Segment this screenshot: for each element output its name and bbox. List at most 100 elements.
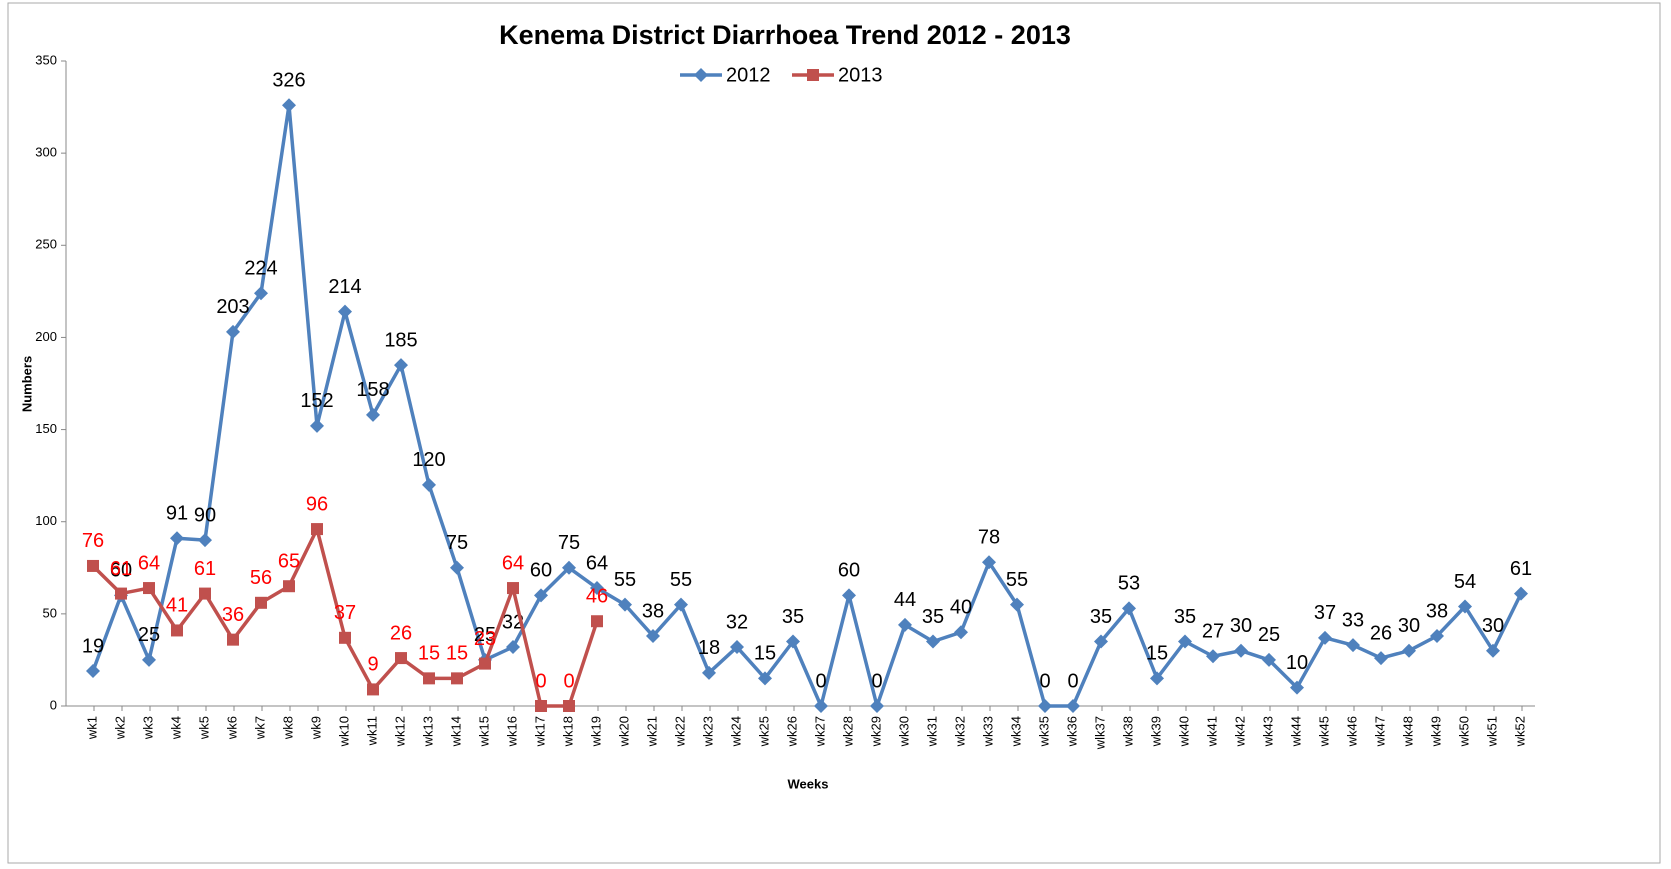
- data-label: 60: [838, 560, 860, 582]
- x-tick-label: wk7: [252, 716, 267, 740]
- marker: [86, 663, 100, 678]
- data-label: 64: [502, 552, 524, 574]
- data-label: 38: [642, 600, 664, 622]
- marker: [1122, 601, 1136, 616]
- data-label: 25: [1258, 624, 1280, 646]
- x-tick-label: wk42: [1232, 716, 1247, 747]
- series-line: [91, 103, 1523, 708]
- marker: [1150, 671, 1164, 686]
- data-label: 33: [1342, 609, 1364, 631]
- marker: [1234, 643, 1248, 658]
- marker: [451, 672, 463, 685]
- x-tick-label: wk36: [1064, 716, 1079, 747]
- x-tick-label: wk8: [280, 716, 295, 740]
- marker: [1178, 634, 1192, 649]
- marker: [1010, 597, 1024, 612]
- data-label: 23: [474, 628, 496, 650]
- marker: [450, 560, 464, 575]
- data-label: 91: [166, 503, 188, 525]
- x-tick-label: wk14: [448, 716, 463, 747]
- marker: [674, 597, 688, 612]
- marker: [898, 617, 912, 632]
- marker: [1402, 643, 1416, 658]
- marker: [1318, 630, 1332, 645]
- y-tick-label: 300: [35, 145, 57, 160]
- x-tick-label: wk10: [336, 716, 351, 747]
- data-label: 152: [300, 390, 333, 412]
- data-label: 35: [782, 606, 804, 628]
- y-tick-label: 350: [35, 52, 57, 67]
- x-tick-label: wk2: [112, 716, 127, 740]
- marker: [842, 588, 856, 603]
- data-label: 55: [1006, 569, 1028, 591]
- marker: [1262, 652, 1276, 667]
- x-tick-label: wk33: [980, 716, 995, 747]
- marker: [394, 358, 408, 373]
- x-tick-label: wk24: [728, 716, 743, 747]
- y-axis-label: Numbers: [19, 356, 34, 412]
- x-tick-label: wk21: [644, 716, 659, 747]
- data-label: 30: [1482, 615, 1504, 637]
- y-tick-label: 200: [35, 329, 57, 344]
- legend-label: 2012: [726, 64, 771, 86]
- marker: [367, 683, 379, 696]
- x-tick-label: wk28: [840, 716, 855, 747]
- data-label: 35: [1174, 606, 1196, 628]
- data-label: 224: [244, 257, 277, 279]
- x-tick-label: wk4: [168, 716, 183, 740]
- data-label: 203: [216, 296, 249, 318]
- x-tick-label: wk38: [1120, 716, 1135, 747]
- data-label: 55: [670, 569, 692, 591]
- y-tick-label: 0: [50, 697, 57, 712]
- marker: [226, 324, 240, 339]
- x-tick-label: wk35: [1036, 716, 1051, 747]
- data-label: 30: [1398, 615, 1420, 637]
- data-label: 64: [586, 552, 608, 574]
- marker: [814, 699, 828, 713]
- data-label: 326: [272, 70, 305, 92]
- data-label: 44: [894, 589, 916, 611]
- data-label: 30: [1230, 615, 1252, 637]
- data-label: 56: [250, 567, 272, 589]
- marker: [422, 477, 436, 492]
- data-label: 35: [1090, 606, 1112, 628]
- data-label: 27: [1202, 621, 1224, 643]
- marker: [1066, 699, 1080, 713]
- marker: [506, 640, 520, 655]
- data-label: 15: [754, 643, 776, 665]
- data-label: 0: [535, 670, 546, 692]
- data-label: 25: [474, 624, 496, 646]
- data-label: 19: [82, 635, 104, 657]
- x-tick-label: wk41: [1204, 716, 1219, 747]
- data-label: 90: [194, 504, 216, 526]
- marker: [702, 665, 716, 680]
- data-label: 26: [390, 622, 412, 644]
- x-tick-label: wk49: [1428, 716, 1443, 747]
- data-label: 75: [446, 532, 468, 554]
- data-label: 0: [871, 670, 882, 692]
- x-tick-label: wk51: [1484, 716, 1499, 747]
- x-tick-label: wk25: [756, 716, 771, 747]
- data-label: 32: [726, 611, 748, 633]
- x-tick-label: wk11: [364, 716, 379, 746]
- marker: [590, 581, 604, 596]
- data-label: 61: [1510, 558, 1532, 580]
- x-tick-label: wk15: [476, 716, 491, 747]
- x-tick-label: wk23: [700, 716, 715, 747]
- marker: [982, 555, 996, 570]
- marker: [171, 624, 183, 637]
- x-tick-label: wk30: [896, 716, 911, 747]
- x-tick-label: wk52: [1512, 716, 1527, 747]
- data-label: 9: [367, 654, 378, 676]
- marker: [870, 699, 884, 713]
- x-tick-label: wk5: [196, 716, 211, 740]
- marker: [1346, 638, 1360, 653]
- marker: [339, 631, 351, 644]
- data-label: 53: [1118, 573, 1140, 595]
- marker: [694, 68, 708, 82]
- x-tick-label: wk47: [1372, 716, 1387, 747]
- marker: [255, 596, 267, 609]
- x-tick-label: wk17: [532, 716, 547, 747]
- marker: [338, 304, 352, 319]
